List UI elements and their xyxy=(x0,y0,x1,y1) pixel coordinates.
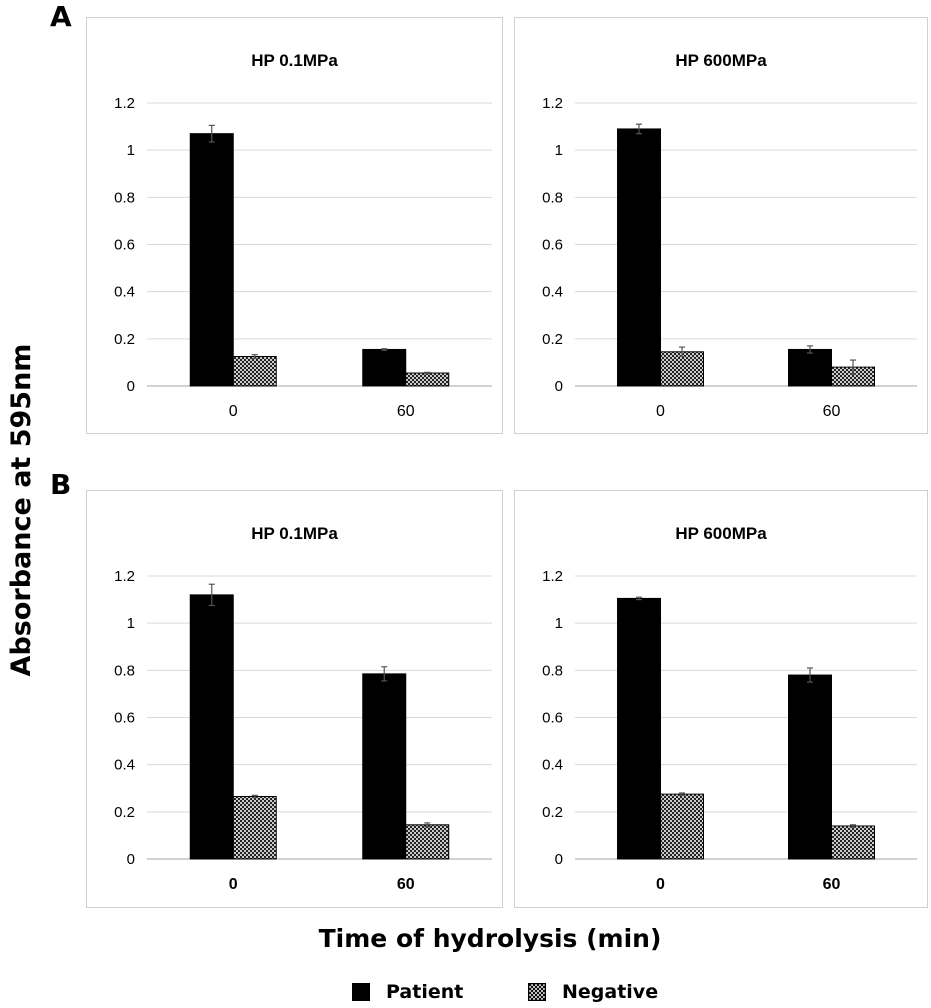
x-tick-label: 0 xyxy=(656,403,665,420)
y-tick-label: 1 xyxy=(127,142,135,159)
error-bar xyxy=(381,666,388,682)
y-tick-label: 1 xyxy=(555,142,563,159)
panel-letter-b: B xyxy=(50,468,71,501)
y-tick-label: 1.2 xyxy=(542,95,563,112)
chart-svg: HP 0.1MPa 0 0.2 0.4 0.6 0.8 1 1.2 0 60 xyxy=(114,51,492,420)
error-bar xyxy=(251,794,258,799)
chart-b-right: HP 600MPa 0 0.2 0.4 0.6 0.8 1 1.2 0 60 xyxy=(514,490,928,908)
bar-negative xyxy=(405,372,450,387)
bar-patient xyxy=(617,597,661,860)
legend-item-negative: Negative xyxy=(528,978,658,1006)
error-bar xyxy=(424,371,431,375)
y-tick-label: 1.2 xyxy=(542,568,563,585)
error-bar xyxy=(850,359,856,375)
y-axis-title: Absorbance at 595nm xyxy=(6,343,37,677)
y-tick-label: 0.6 xyxy=(542,710,563,727)
chart-svg: HP 0.1MPa 0 0.2 0.4 0.6 0.8 1 1.2 0 60 xyxy=(114,524,492,893)
error-bar xyxy=(381,348,388,351)
bar-negative xyxy=(660,351,704,387)
y-tick-label: 1.2 xyxy=(114,568,135,585)
y-tick-label: 1.2 xyxy=(114,95,135,112)
bar-negative xyxy=(405,824,450,860)
chart-a-right: HP 600MPa 0 0.2 0.4 0.6 0.8 1 1.2 0 60 xyxy=(514,17,928,434)
x-tick-label: 60 xyxy=(823,403,841,420)
y-tick-label: 0.4 xyxy=(114,284,135,301)
y-tick-label: 0.4 xyxy=(542,757,563,774)
panel-letter-a: A xyxy=(50,0,72,33)
y-tick-label: 1 xyxy=(555,615,563,632)
bar-patient xyxy=(788,674,832,860)
bar-negative xyxy=(831,825,875,860)
y-tick-label: 1 xyxy=(127,615,135,632)
y-tick-label: 0.8 xyxy=(114,662,135,679)
x-tick-label: 60 xyxy=(397,403,415,420)
y-tick-label: 0 xyxy=(127,378,135,395)
y-tick-label: 0.6 xyxy=(114,710,135,727)
error-bar xyxy=(679,792,685,796)
chart-title: HP 600MPa xyxy=(675,524,767,543)
y-tick-label: 0.2 xyxy=(114,331,135,348)
y-tick-label: 0.8 xyxy=(542,189,563,206)
x-tick-label: 60 xyxy=(823,876,841,893)
chart-title: HP 0.1MPa xyxy=(251,524,338,543)
error-bar xyxy=(679,346,685,358)
chart-title: HP 600MPa xyxy=(675,51,767,70)
legend: Patient Negative xyxy=(0,978,931,1008)
bar-patient xyxy=(362,348,407,387)
legend-label-negative: Negative xyxy=(562,981,659,1003)
legend-item-patient: Patient xyxy=(352,978,463,1006)
x-tick-label: 0 xyxy=(229,876,238,893)
y-tick-label: 0.4 xyxy=(542,284,563,301)
chart-a-left: HP 0.1MPa 0 0.2 0.4 0.6 0.8 1 1.2 0 60 xyxy=(86,17,503,434)
chart-svg: HP 600MPa 0 0.2 0.4 0.6 0.8 1 1.2 0 60 xyxy=(542,524,917,893)
y-tick-label: 0 xyxy=(555,851,563,868)
x-tick-label: 60 xyxy=(397,876,415,893)
error-bar xyxy=(850,824,856,828)
bar-patient xyxy=(788,348,832,387)
error-bar xyxy=(636,123,642,135)
chart-title: HP 0.1MPa xyxy=(251,51,338,70)
y-tick-label: 0.8 xyxy=(114,189,135,206)
x-tick-label: 0 xyxy=(656,876,665,893)
legend-label-patient: Patient xyxy=(386,981,464,1003)
legend-swatch-negative xyxy=(528,983,546,1001)
bar-negative xyxy=(660,793,704,860)
x-axis-title: Time of hydrolysis (min) xyxy=(318,924,662,953)
bar-negative xyxy=(232,796,277,860)
bar-patient xyxy=(189,133,234,387)
y-tick-label: 0.4 xyxy=(114,757,135,774)
y-tick-label: 0.6 xyxy=(542,237,563,254)
chart-b-left: HP 0.1MPa 0 0.2 0.4 0.6 0.8 1 1.2 0 60 xyxy=(86,490,503,908)
x-tick-label: 0 xyxy=(229,403,238,420)
y-tick-label: 0.8 xyxy=(542,662,563,679)
bar-patient xyxy=(189,594,234,860)
error-bar xyxy=(208,124,215,143)
bar-negative xyxy=(232,356,277,387)
legend-swatch-patient xyxy=(352,983,370,1001)
error-bar xyxy=(636,596,642,601)
error-bar xyxy=(208,583,215,607)
y-tick-label: 0 xyxy=(127,851,135,868)
y-tick-label: 0.6 xyxy=(114,237,135,254)
y-tick-label: 0.2 xyxy=(114,804,135,821)
error-bar xyxy=(807,345,813,354)
chart-svg: HP 600MPa 0 0.2 0.4 0.6 0.8 1 1.2 0 60 xyxy=(542,51,917,420)
bar-patient xyxy=(362,673,407,860)
bar-patient xyxy=(617,128,661,387)
y-tick-label: 0.2 xyxy=(542,804,563,821)
error-bar xyxy=(424,822,431,828)
y-tick-label: 0 xyxy=(555,378,563,395)
error-bar xyxy=(807,667,813,683)
y-tick-label: 0.2 xyxy=(542,331,563,348)
error-bar xyxy=(251,354,258,360)
